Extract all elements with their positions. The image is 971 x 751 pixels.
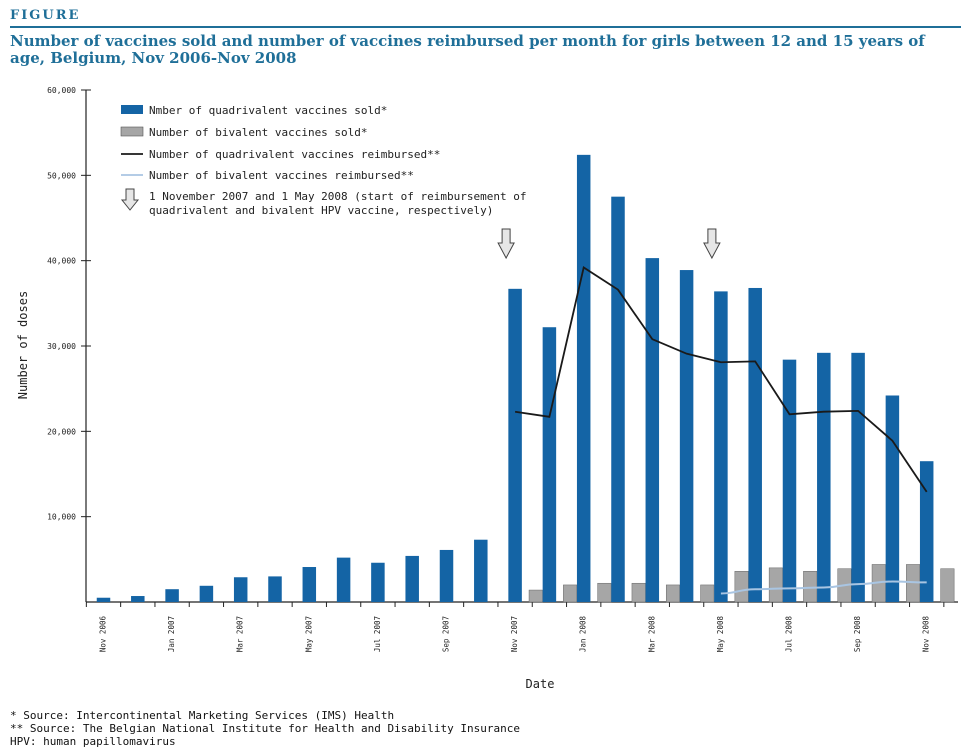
legend-swatch-quadrivalent-sold (121, 105, 143, 114)
y-tick-label: 40,000 (47, 257, 76, 266)
bar-quadrivalent-sold-aug-2008 (817, 352, 831, 602)
bar-quadrivalent-sold-jul-2007 (371, 562, 385, 602)
arrow-icon (497, 228, 515, 260)
x-tick-label: Nov 2008 (922, 616, 931, 653)
legend-label-quadrivalent-sold: Nmber of quadrivalent vaccines sold* (149, 104, 387, 117)
bar-quadrivalent-sold-feb-2008 (611, 196, 625, 602)
bar-quadrivalent-sold-jun-2008 (748, 287, 762, 602)
legend-label-bivalent-reimbursed: Number of bivalent vaccines reimbursed** (149, 169, 414, 182)
arrow-icon (120, 188, 140, 211)
y-tick-label: 20,000 (47, 427, 76, 436)
bar-bivalent-sold-nov-2008 (940, 568, 955, 603)
y-tick-label: 50,000 (47, 171, 76, 180)
bar-bivalent-sold-mar-2008 (665, 584, 680, 603)
bar-quadrivalent-sold-oct-2007 (474, 539, 488, 602)
bar-quadrivalent-sold-sep-2008 (851, 352, 865, 602)
bar-quadrivalent-sold-apr-2007 (268, 576, 282, 602)
footnotes: * Source: Intercontinental Marketing Ser… (10, 709, 520, 748)
y-tick-label: 10,000 (47, 513, 76, 522)
title-divider (10, 26, 961, 28)
x-tick-label: Mar 2008 (647, 616, 656, 653)
x-tick-label: Nov 2006 (99, 616, 108, 653)
x-tick-label: Nov 2007 (510, 616, 519, 652)
bar-quadrivalent-sold-nov-2008 (919, 461, 934, 602)
bar-bivalent-sold-apr-2008 (700, 584, 715, 603)
figure-title: Number of vaccines sold and number of va… (10, 32, 925, 67)
y-tick-label: 60,000 (47, 86, 76, 95)
y-axis-title: Number of doses (16, 291, 30, 399)
bar-quadrivalent-sold-may-2008 (714, 291, 728, 602)
bar-quadrivalent-sold-apr-2008 (679, 270, 694, 602)
x-tick-label: May 2007 (304, 616, 313, 652)
x-tick-label: Sep 2007 (442, 616, 451, 652)
x-tick-label: Jan 2008 (579, 616, 588, 653)
bar-bivalent-sold-nov-2007 (528, 589, 543, 603)
bar-quadrivalent-sold-mar-2008 (645, 258, 660, 602)
x-axis-title: Date (526, 677, 555, 691)
y-tick-label: 30,000 (47, 342, 76, 351)
line-quadrivalent-reimbursed (514, 266, 928, 493)
legend-label-reimbursement-start: 1 November 2007 and 1 May 2008 (start of… (149, 190, 527, 217)
y-axis: 10,000 20,000 30,000 40,000 50,000 60,000 (47, 86, 91, 602)
figure-label: FIGURE (10, 8, 81, 23)
bar-quadrivalent-sold-aug-2007 (405, 555, 419, 602)
bar-quadrivalent-sold-nov-2007 (508, 288, 522, 602)
x-tick-label: Jul 2007 (373, 616, 382, 652)
x-tick-label: May 2008 (716, 616, 725, 653)
bar-quadrivalent-sold-jan-2007 (165, 589, 179, 602)
bar-quadrivalent-sold-dec-2006 (131, 596, 145, 602)
bar-quadrivalent-sold-jul-2008 (782, 359, 797, 602)
bar-bivalent-sold-feb-2008 (631, 582, 646, 603)
legend: Nmber of quadrivalent vaccines sold* Num… (120, 104, 527, 217)
reimbursement-markers (497, 228, 721, 260)
legend-label-quadrivalent-reimbursed: Number of quadrivalent vaccines reimburs… (149, 148, 440, 161)
bar-quadrivalent-sold-nov-2006 (96, 597, 111, 602)
x-tick-label: Mar 2007 (236, 616, 245, 652)
bar-quadrivalent-sold-may-2007 (302, 567, 317, 602)
footnote-inami: ** Source: The Belgian National Institut… (10, 722, 520, 735)
x-tick-label: Jan 2007 (167, 616, 176, 652)
x-tick-label: Sep 2008 (853, 616, 862, 653)
bar-quadrivalent-sold-jan-2008 (576, 154, 591, 602)
bar-quadrivalent-sold-feb-2007 (199, 585, 214, 602)
line-bivalent-reimbursed (720, 580, 927, 595)
x-tick-label: Jul 2008 (785, 616, 794, 653)
legend-swatch-bivalent-sold (120, 126, 144, 137)
bar-quadrivalent-sold-mar-2007 (233, 577, 248, 602)
bar-quadrivalent-sold-jun-2007 (336, 557, 351, 602)
arrow-icon (703, 228, 721, 260)
legend-label-bivalent-sold: Number of bivalent vaccines sold* (149, 126, 368, 139)
bar-quadrivalent-sold-dec-2007 (542, 327, 557, 602)
bar-bivalent-sold-dec-2007 (563, 584, 578, 603)
bars (96, 154, 955, 603)
bar-quadrivalent-sold-sep-2007 (439, 549, 454, 602)
bar-bivalent-sold-jun-2008 (768, 567, 783, 603)
bar-bivalent-sold-jan-2008 (597, 582, 612, 603)
footnote-ims: * Source: Intercontinental Marketing Ser… (10, 709, 395, 722)
bar-bivalent-sold-may-2008 (734, 571, 749, 603)
footnote-hpv: HPV: human papillomavirus (10, 735, 176, 748)
lines (514, 266, 928, 595)
bar-quadrivalent-sold-oct-2008 (885, 395, 900, 602)
x-axis: Nov 2006 Jan 2007 Mar 2007 May 2007 Jul 2007… (85, 601, 958, 653)
